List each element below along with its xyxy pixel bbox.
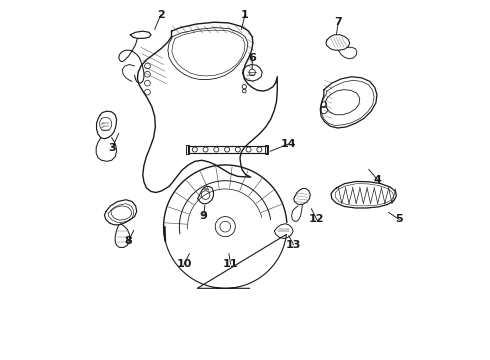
Text: 8: 8 bbox=[124, 236, 132, 246]
Text: 10: 10 bbox=[176, 259, 192, 269]
Text: 5: 5 bbox=[395, 215, 403, 224]
Text: 7: 7 bbox=[334, 17, 342, 27]
Text: 11: 11 bbox=[223, 259, 239, 269]
Text: 1: 1 bbox=[241, 10, 249, 20]
Text: 9: 9 bbox=[200, 211, 208, 221]
Text: 3: 3 bbox=[108, 143, 116, 153]
Bar bbox=[186, 145, 190, 154]
Text: 12: 12 bbox=[309, 215, 324, 224]
Text: 6: 6 bbox=[248, 53, 256, 63]
Text: 2: 2 bbox=[157, 10, 165, 20]
Bar bbox=[265, 145, 269, 154]
Text: 14: 14 bbox=[280, 139, 296, 149]
Text: 4: 4 bbox=[374, 175, 382, 185]
Text: 13: 13 bbox=[286, 239, 301, 249]
